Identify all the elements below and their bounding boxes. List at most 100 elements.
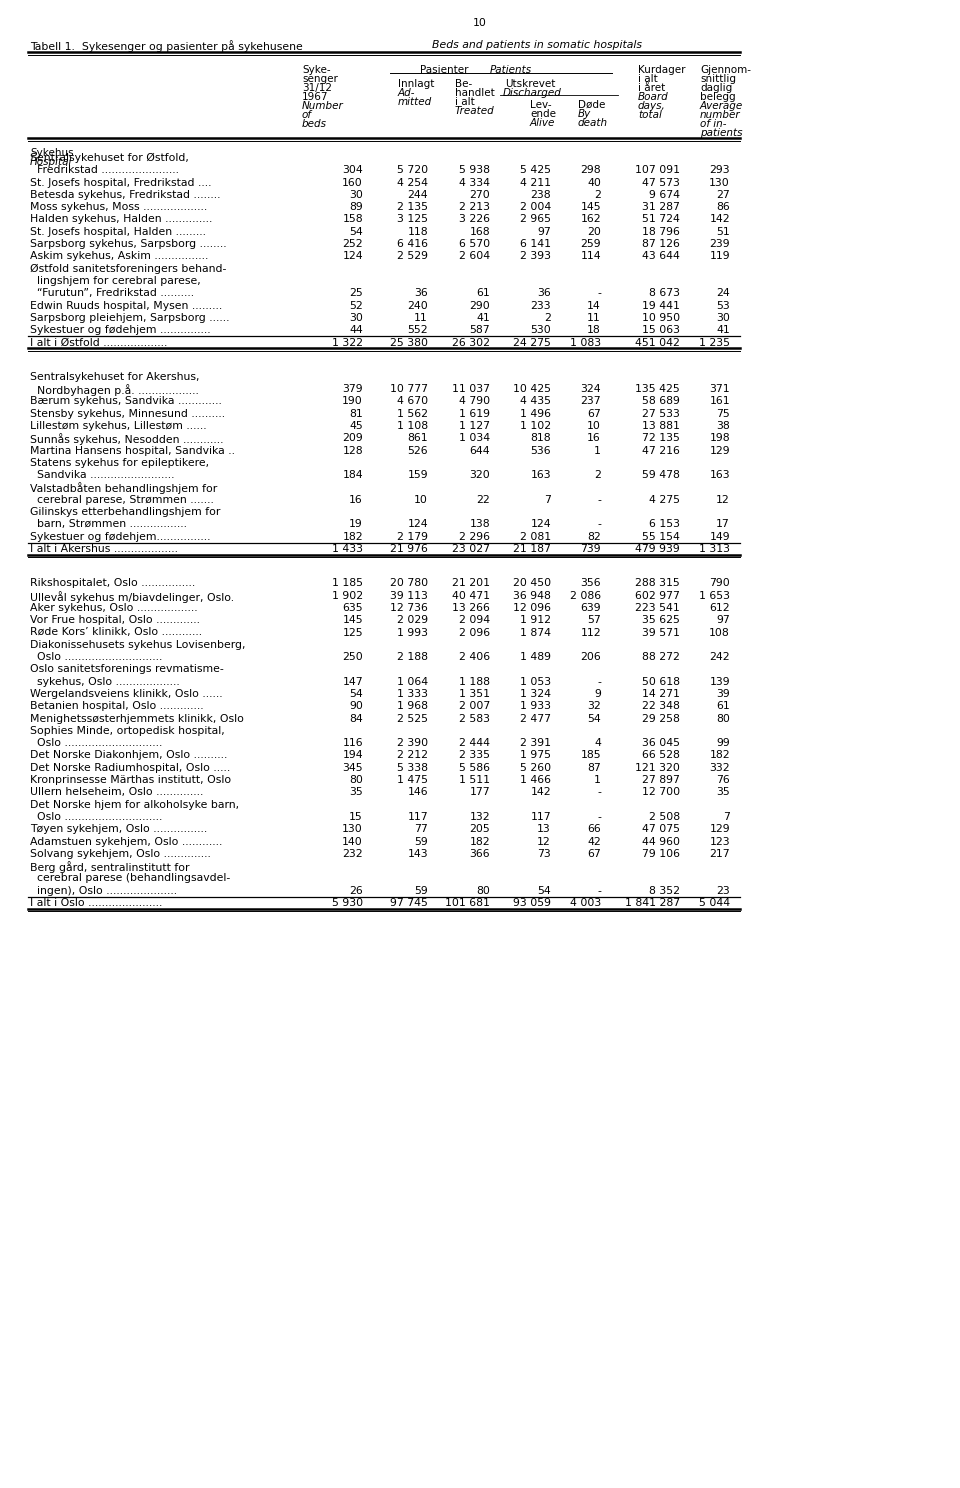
Text: Østfold sanitetsforeningers behand-: Østfold sanitetsforeningers behand- [30, 263, 227, 274]
Text: of in-: of in- [700, 119, 727, 129]
Text: 5 720: 5 720 [396, 165, 428, 176]
Text: Det Norske Radiumhospital, Oslo .....: Det Norske Radiumhospital, Oslo ..... [30, 763, 230, 772]
Text: 21 201: 21 201 [452, 579, 490, 588]
Text: Vor Frue hospital, Oslo .............: Vor Frue hospital, Oslo ............. [30, 615, 200, 625]
Text: 82: 82 [588, 531, 601, 542]
Text: 182: 182 [709, 750, 730, 760]
Text: Patients: Patients [490, 65, 532, 74]
Text: 2 212: 2 212 [397, 750, 428, 760]
Text: 2 583: 2 583 [459, 714, 490, 723]
Text: Det Norske Diakonhjem, Oslo ..........: Det Norske Diakonhjem, Oslo .......... [30, 750, 228, 760]
Text: 332: 332 [709, 763, 730, 772]
Text: Beds and patients in somatic hospitals: Beds and patients in somatic hospitals [432, 40, 642, 51]
Text: 1 064: 1 064 [396, 677, 428, 686]
Text: 209: 209 [343, 433, 363, 443]
Text: 87 126: 87 126 [642, 240, 680, 248]
Text: 861: 861 [407, 433, 428, 443]
Text: 31 287: 31 287 [642, 202, 680, 213]
Text: 119: 119 [709, 251, 730, 262]
Text: 75: 75 [716, 409, 730, 418]
Text: 205: 205 [469, 824, 490, 835]
Text: 66 528: 66 528 [642, 750, 680, 760]
Text: 536: 536 [530, 445, 551, 455]
Text: I alt i Oslo ......................: I alt i Oslo ...................... [30, 899, 162, 908]
Text: Bærum sykehus, Sandvika .............: Bærum sykehus, Sandvika ............. [30, 396, 222, 406]
Text: 147: 147 [343, 677, 363, 686]
Text: 1967: 1967 [302, 92, 328, 103]
Text: 24 275: 24 275 [514, 338, 551, 348]
Text: Tøyen sykehjem, Oslo ................: Tøyen sykehjem, Oslo ................ [30, 824, 207, 835]
Text: 1 562: 1 562 [397, 409, 428, 418]
Text: 13 881: 13 881 [642, 421, 680, 432]
Text: Ullern helseheim, Oslo ..............: Ullern helseheim, Oslo .............. [30, 787, 204, 798]
Text: 117: 117 [407, 812, 428, 821]
Text: 2 508: 2 508 [649, 812, 680, 821]
Text: 142: 142 [709, 214, 730, 225]
Text: Wergelandsveiens klinikk, Oslo ......: Wergelandsveiens klinikk, Oslo ...... [30, 689, 223, 699]
Text: i året: i året [638, 83, 665, 92]
Text: By: By [578, 109, 591, 119]
Text: “Furutun”, Fredrikstad ..........: “Furutun”, Fredrikstad .......... [30, 289, 194, 298]
Text: 57: 57 [588, 615, 601, 625]
Text: 59: 59 [415, 836, 428, 847]
Text: Oslo sanitetsforenings revmatisme-: Oslo sanitetsforenings revmatisme- [30, 665, 224, 674]
Text: 139: 139 [709, 677, 730, 686]
Text: -: - [597, 289, 601, 298]
Text: belegg: belegg [700, 92, 735, 103]
Text: 43 644: 43 644 [642, 251, 680, 262]
Text: 88 272: 88 272 [642, 652, 680, 662]
Text: 1 235: 1 235 [699, 338, 730, 348]
Text: 12 736: 12 736 [390, 603, 428, 613]
Text: 1 313: 1 313 [699, 545, 730, 554]
Text: 1 653: 1 653 [699, 591, 730, 601]
Text: 1 324: 1 324 [520, 689, 551, 699]
Text: 36: 36 [538, 289, 551, 298]
Text: 77: 77 [415, 824, 428, 835]
Text: 123: 123 [709, 836, 730, 847]
Text: 2 604: 2 604 [459, 251, 490, 262]
Text: 10: 10 [588, 421, 601, 432]
Text: 232: 232 [343, 848, 363, 859]
Text: 129: 129 [709, 824, 730, 835]
Text: 288 315: 288 315 [636, 579, 680, 588]
Text: days,: days, [638, 101, 665, 112]
Text: 259: 259 [581, 240, 601, 248]
Text: 3 125: 3 125 [397, 214, 428, 225]
Text: 124: 124 [343, 251, 363, 262]
Text: 2 406: 2 406 [459, 652, 490, 662]
Text: 324: 324 [581, 384, 601, 394]
Text: 818: 818 [530, 433, 551, 443]
Text: 11: 11 [588, 312, 601, 323]
Text: 30: 30 [349, 312, 363, 323]
Text: 6 416: 6 416 [397, 240, 428, 248]
Text: Betanien hospital, Oslo .............: Betanien hospital, Oslo ............. [30, 701, 204, 711]
Text: Martina Hansens hospital, Sandvika ..: Martina Hansens hospital, Sandvika .. [30, 445, 235, 455]
Text: senger: senger [302, 74, 338, 83]
Text: Berg gård, sentralinstitutt for: Berg gård, sentralinstitutt for [30, 862, 189, 873]
Text: 526: 526 [407, 445, 428, 455]
Text: 135 425: 135 425 [636, 384, 680, 394]
Text: 2 390: 2 390 [396, 738, 428, 748]
Text: 10: 10 [473, 18, 487, 28]
Text: 9 674: 9 674 [649, 190, 680, 199]
Text: 8 352: 8 352 [649, 885, 680, 896]
Text: 14 271: 14 271 [642, 689, 680, 699]
Text: 59 478: 59 478 [642, 470, 680, 481]
Text: 41: 41 [716, 326, 730, 335]
Text: 2 477: 2 477 [520, 714, 551, 723]
Text: 80: 80 [349, 775, 363, 786]
Text: 2 335: 2 335 [459, 750, 490, 760]
Text: mitted: mitted [398, 97, 432, 107]
Text: Sentralsykehuset for Akershus,: Sentralsykehuset for Akershus, [30, 372, 200, 382]
Text: 239: 239 [709, 240, 730, 248]
Text: Tabell 1.  Sykesenger og pasienter på sykehusene: Tabell 1. Sykesenger og pasienter på syk… [30, 40, 310, 52]
Text: 1: 1 [594, 775, 601, 786]
Text: 22 348: 22 348 [642, 701, 680, 711]
Text: Oslo .............................: Oslo ............................. [30, 738, 162, 748]
Text: Discharged: Discharged [503, 88, 562, 98]
Text: 270: 270 [469, 190, 490, 199]
Text: Valstadbåten behandlingshjem for: Valstadbåten behandlingshjem for [30, 482, 217, 494]
Text: 117: 117 [530, 812, 551, 821]
Text: 8 673: 8 673 [649, 289, 680, 298]
Text: 639: 639 [581, 603, 601, 613]
